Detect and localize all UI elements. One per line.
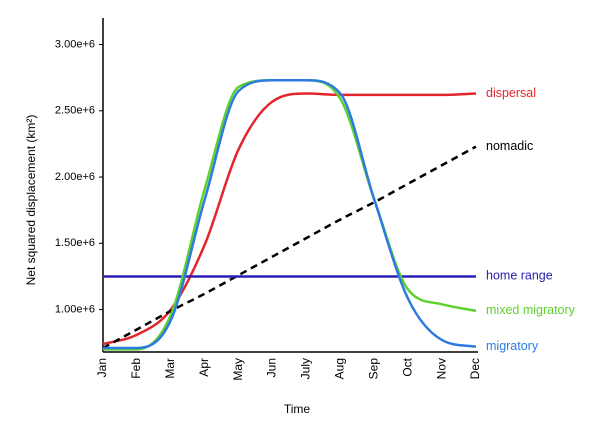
x-axis-label: Time	[284, 402, 311, 416]
y-tick-label: 3.00e+6	[55, 38, 95, 50]
line-series	[103, 79, 477, 351]
series-label: mixed migratory	[486, 303, 576, 317]
y-tick-label: 2.50e+6	[55, 105, 95, 117]
x-tick-label: Feb	[129, 358, 143, 379]
series-label: migratory	[486, 339, 539, 353]
x-tick-label: Oct	[400, 357, 414, 376]
line-series	[102, 92, 477, 346]
x-tick-label: Dec	[468, 358, 482, 379]
x-tick-label: Jun	[265, 358, 279, 377]
x-tick-label: July	[299, 358, 313, 379]
x-tick-label: Mar	[163, 358, 177, 379]
x-tick-label: May	[231, 358, 245, 381]
line-series	[103, 79, 477, 350]
y-axis-label: Net squared displacement (km²)	[24, 115, 38, 286]
series-label: dispersal	[486, 86, 536, 100]
line-series	[102, 145, 477, 350]
y-tick-label: 2.00e+6	[55, 171, 95, 183]
x-tick-label: Aug	[333, 358, 347, 379]
y-tick-label: 1.50e+6	[55, 237, 95, 249]
series-label: nomadic	[486, 139, 533, 153]
x-tick-label: Jan	[95, 358, 109, 377]
series-label: home range	[486, 269, 553, 283]
x-tick-label: Sep	[366, 358, 380, 380]
y-tick-label: 1.00e+6	[55, 303, 95, 315]
x-tick-label: Nov	[434, 358, 448, 379]
x-tick-label: Apr	[197, 358, 211, 377]
